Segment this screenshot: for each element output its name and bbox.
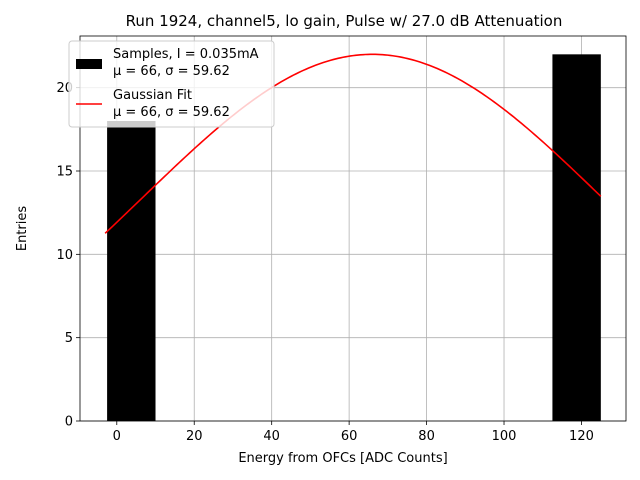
legend-label-samples: Samples, I = 0.035mA [113,47,259,62]
y-tick-label: 15 [56,165,73,180]
legend-stats-samples: μ = 66, σ = 59.62 [113,64,230,79]
y-tick-label: 0 [65,415,73,430]
legend-stats-fit: μ = 66, σ = 59.62 [113,105,230,120]
gaussian-fit [104,53,602,234]
y-tick-label: 10 [56,248,73,263]
x-tick-label: 80 [418,429,435,444]
x-tick-label: 60 [341,429,358,444]
x-tick-label: 120 [569,429,594,444]
legend: Samples, I = 0.035mA μ = 66, σ = 59.62 G… [68,40,275,128]
x-tick-label: 100 [492,429,517,444]
plot-frame [79,35,627,422]
histogram-bar [107,121,156,421]
gaussian-fit-line [104,53,602,234]
legend-box [68,40,275,128]
x-axis-ticks: 0 20 40 60 80 100 120 [113,421,594,444]
chart-title: Run 1924, channel5, lo gain, Pulse w/ 27… [126,12,563,30]
legend-label-fit: Gaussian Fit [113,88,192,103]
x-tick-label: 20 [186,429,203,444]
y-axis-label: Entries [15,206,30,252]
x-tick-label: 40 [263,429,280,444]
x-tick-label: 0 [113,429,121,444]
y-tick-label: 5 [65,331,73,346]
histogram-bars [107,54,601,421]
legend-swatch-samples [76,59,102,69]
x-axis-label: Energy from OFCs [ADC Counts] [238,451,447,466]
histogram-bar [552,54,601,421]
